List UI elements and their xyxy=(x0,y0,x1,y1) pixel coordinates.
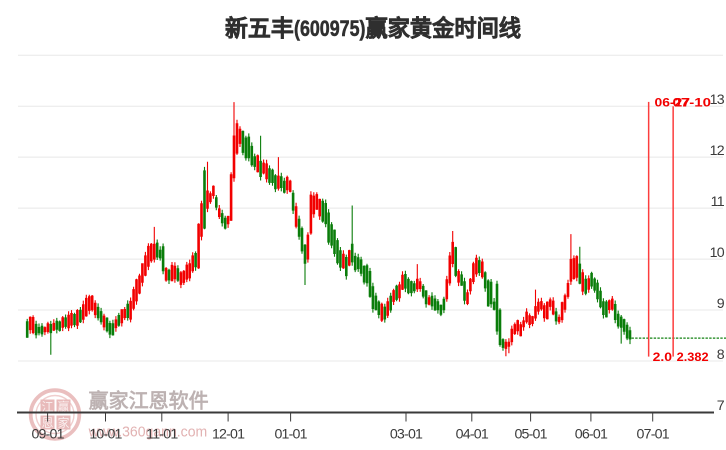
svg-text:www.360gann.com: www.360gann.com xyxy=(88,425,208,441)
svg-text:12-01: 12-01 xyxy=(212,427,245,443)
svg-text:赢家黄金时间线: 赢家黄金时间线 xyxy=(366,15,522,41)
svg-text:03-01: 03-01 xyxy=(390,427,423,443)
svg-text:2.0: 2.0 xyxy=(653,350,673,364)
svg-text:11: 11 xyxy=(711,194,725,210)
svg-text:11-01: 11-01 xyxy=(146,427,178,443)
svg-text:10: 10 xyxy=(710,245,725,261)
svg-text:05-01: 05-01 xyxy=(514,427,547,443)
svg-text:06-27: 06-27 xyxy=(655,96,691,110)
svg-text:8: 8 xyxy=(717,347,725,363)
svg-text:新五丰: 新五丰 xyxy=(225,15,294,41)
svg-text:09-01: 09-01 xyxy=(31,427,64,443)
svg-text:(600975): (600975) xyxy=(294,16,366,41)
svg-text:9: 9 xyxy=(717,296,725,312)
svg-text:家: 家 xyxy=(57,415,69,430)
svg-text:赢: 赢 xyxy=(57,399,69,414)
svg-text:04-01: 04-01 xyxy=(456,427,489,443)
svg-text:12: 12 xyxy=(710,143,725,159)
svg-text:01-01: 01-01 xyxy=(274,427,307,443)
svg-text:06-01: 06-01 xyxy=(575,427,608,443)
svg-text:江: 江 xyxy=(41,400,53,414)
svg-text:2.382: 2.382 xyxy=(677,350,709,364)
svg-text:07-01: 07-01 xyxy=(637,427,670,443)
svg-text:07-10: 07-10 xyxy=(673,96,712,110)
svg-text:恩: 恩 xyxy=(41,416,53,430)
svg-text:7: 7 xyxy=(717,398,725,414)
svg-text:赢家江恩软件: 赢家江恩软件 xyxy=(89,389,209,413)
svg-text:10-01: 10-01 xyxy=(89,427,122,443)
svg-text:13: 13 xyxy=(710,92,725,108)
